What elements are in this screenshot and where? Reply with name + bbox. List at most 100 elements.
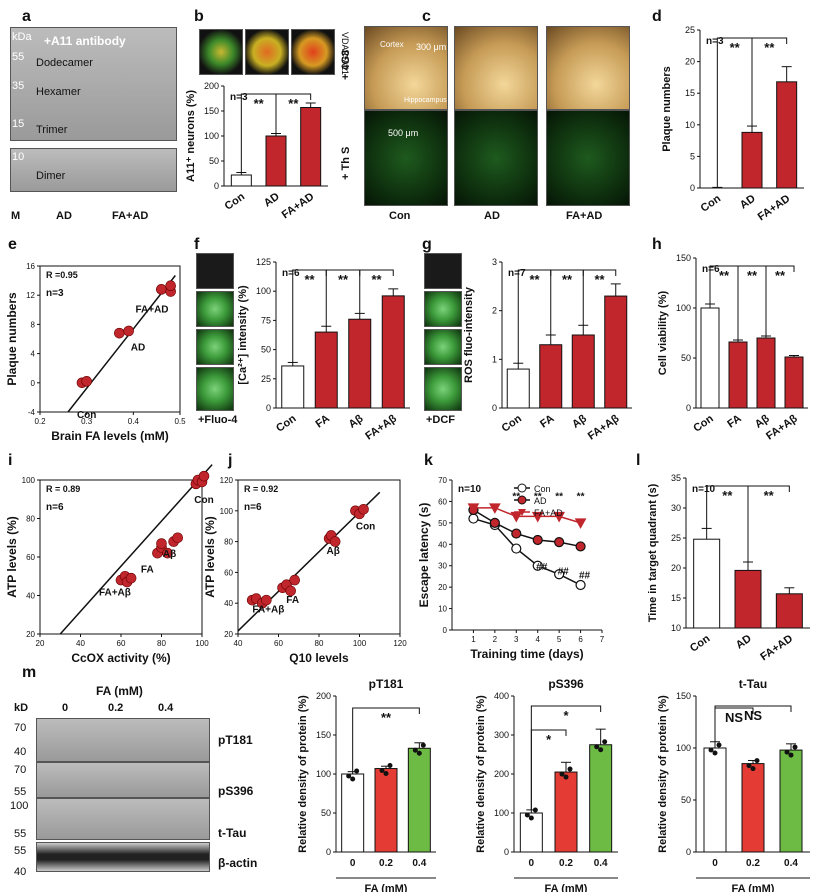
k-xtick-label-5: 6 xyxy=(578,635,583,644)
e-ytick-label-3: 8 xyxy=(31,320,36,329)
m1-ytick-label-4: 200 xyxy=(316,691,331,701)
h-ytick-label-1: 50 xyxy=(681,353,691,363)
d-ytick-label-1: 5 xyxy=(690,151,695,161)
h-n-label: n=6 xyxy=(702,264,720,275)
m-lane-04: 0.4 xyxy=(158,702,174,714)
f-image-3 xyxy=(196,329,234,365)
e-r-label: R =0.95 xyxy=(46,270,78,280)
f-xtick-label-1: FA xyxy=(314,413,332,431)
c-col-faad: FA+AD xyxy=(566,210,603,222)
b-ytick-label-3: 150 xyxy=(204,106,219,116)
g-y-label: ROS fluo-intensity xyxy=(463,286,475,383)
m1-pt-b-2 xyxy=(420,742,426,748)
k-y-label: Escape latency (s) xyxy=(417,503,431,608)
i-group-label-2: FA xyxy=(141,564,154,575)
i-group-label-3: FA+Aβ xyxy=(99,588,131,599)
group-fa-ad-label: FA+AD xyxy=(112,210,149,222)
panel-letter-i: i xyxy=(8,452,13,469)
b-bar-0 xyxy=(230,174,252,187)
f-bar-3 xyxy=(381,295,405,409)
k-sig-hash-1: ## xyxy=(558,566,570,577)
m3-sig-label-0: NS xyxy=(725,710,743,725)
d-n-label: n=3 xyxy=(706,36,724,47)
j-xtick-label-2: 80 xyxy=(315,639,324,648)
k-sig-top-2: ** xyxy=(555,491,563,502)
k-legend-label-1: AD xyxy=(534,496,547,506)
g-bar-0 xyxy=(506,368,530,409)
l-ytick-label-4: 30 xyxy=(671,503,681,513)
g-ytick-label-1: 1 xyxy=(492,354,497,364)
f-image-1 xyxy=(196,253,234,289)
i-n-label: n=6 xyxy=(46,502,64,513)
j-point-13 xyxy=(358,503,369,515)
m3-pt-c-0 xyxy=(712,750,718,756)
m3-pt-a-2 xyxy=(784,749,790,755)
m2-ytick-label-3: 300 xyxy=(494,730,509,740)
b-ytick-label-1: 50 xyxy=(209,156,219,166)
m1-sig-label-0: ** xyxy=(381,710,392,725)
m1-pt-c-2 xyxy=(416,750,422,756)
c-4g8-faad xyxy=(546,26,630,110)
d-ytick-label-5: 25 xyxy=(685,25,695,35)
j-ytick-label-5: 120 xyxy=(220,476,234,485)
m3-sig-label-1: NS xyxy=(744,708,762,723)
panel-b-image-ad xyxy=(245,29,289,75)
g-sig-label-0: ** xyxy=(529,272,540,287)
kda-label: kDa xyxy=(12,31,32,43)
k-n-label: n=10 xyxy=(458,484,482,495)
k-ytick-label-7: 70 xyxy=(438,476,447,485)
h-ytick-label-2: 100 xyxy=(676,303,691,313)
m3-ytick-label-1: 50 xyxy=(681,795,691,805)
panel-letter-l: l xyxy=(636,452,641,469)
k-ytick-label-6: 60 xyxy=(438,497,447,506)
h-ytick-label-3: 150 xyxy=(676,253,691,263)
m2-sig-bracket-1 xyxy=(530,705,602,810)
m2-xtick-label-2: 0.4 xyxy=(594,858,608,869)
h-xtick-label-0: Con xyxy=(691,412,716,434)
m-mk-3: 70 xyxy=(14,764,27,776)
k-sig-hash-2: ## xyxy=(579,571,591,582)
d-sig-bracket-1 xyxy=(751,37,788,127)
b-ytick-label-0: 0 xyxy=(214,181,219,191)
k-sig-top-3: ** xyxy=(577,491,585,502)
f-sig-label-1: ** xyxy=(338,272,349,287)
i-group-label-0: Con xyxy=(194,495,213,506)
l-ytick-label-2: 20 xyxy=(671,563,681,573)
blot-lower xyxy=(10,148,177,192)
c-col-con: Con xyxy=(389,210,411,222)
m2-xtick-label-1: 0.2 xyxy=(559,858,573,869)
m1-sig-bracket-0 xyxy=(352,707,420,772)
m-blot-pt181 xyxy=(36,718,210,762)
j-ytick-label-4: 100 xyxy=(220,507,234,516)
i-point-3 xyxy=(125,572,137,584)
k-series-1-point-5 xyxy=(575,541,586,552)
l-xtick-label-2: FA+AD xyxy=(758,633,795,664)
m2-y-label: Relative density of protein (%) xyxy=(475,695,487,853)
panel-b-image-faad xyxy=(291,29,335,75)
f-bar-0 xyxy=(281,365,305,409)
k-xtick-label-3: 4 xyxy=(535,635,540,644)
d-sig-label-0: ** xyxy=(730,40,741,55)
f-sig-bracket-2 xyxy=(359,269,394,314)
g-sig-bracket-2 xyxy=(582,269,617,326)
m-mk-2: 40 xyxy=(14,746,27,758)
m1-ytick-label-1: 50 xyxy=(321,808,331,818)
panel-letter-m: m xyxy=(22,664,37,681)
k-series-0-point-0 xyxy=(468,513,479,524)
m3-pt-b-0 xyxy=(716,742,722,748)
j-xtick-label-0: 40 xyxy=(234,639,243,648)
k-ytick-label-2: 20 xyxy=(438,583,447,592)
k-series-1-point-4 xyxy=(554,537,565,548)
marker-10: 10 xyxy=(12,151,25,163)
m3-pt-c-2 xyxy=(788,752,794,758)
k-ytick-label-0: 0 xyxy=(443,626,448,635)
h-y-label: Cell viability (%) xyxy=(657,290,669,375)
f-sig-label-2: ** xyxy=(371,272,382,287)
panel-letter-a: a xyxy=(22,8,31,25)
j-group-label-3: FA+Aβ xyxy=(252,604,284,615)
m3-bar-2 xyxy=(779,749,803,853)
m3-pt-c-1 xyxy=(750,766,756,772)
l-xtick-label-0: Con xyxy=(688,632,713,654)
e-xtick-label-1: 0.3 xyxy=(81,417,93,426)
m2-pt-a-2 xyxy=(594,744,600,750)
